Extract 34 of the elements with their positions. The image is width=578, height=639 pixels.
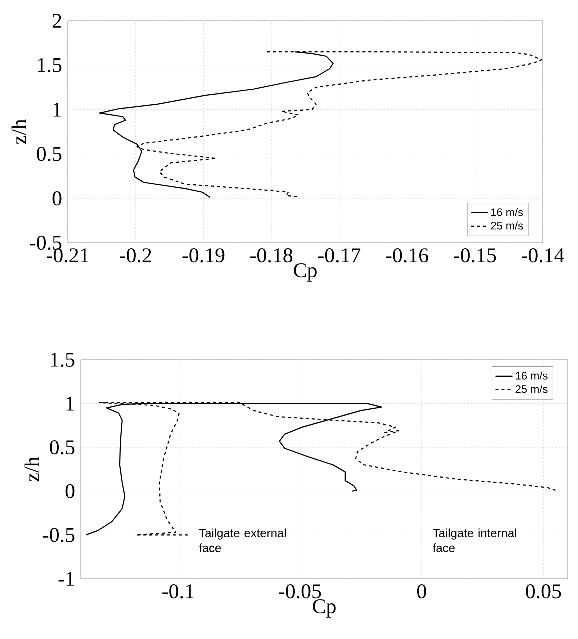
x-tick-label: -0.16 xyxy=(386,248,428,263)
x-tick-label: 0.05 xyxy=(526,584,562,599)
x-tick-label: -0.15 xyxy=(454,248,496,263)
y-tick-label: 2 xyxy=(52,14,62,28)
y-tick-label: 0 xyxy=(66,484,75,498)
y-tick-label: 0.5 xyxy=(37,147,62,162)
x-tick-label: -0.2 xyxy=(120,248,152,263)
y-axis-title: z/h xyxy=(12,119,27,144)
y-tick-label: 1.5 xyxy=(38,58,62,72)
annotation: Tailgate internal face xyxy=(433,528,516,552)
y-tick-label: -1 xyxy=(58,572,74,586)
x-tick-label: -0.14 xyxy=(522,248,564,263)
legend-label: 16 m/s xyxy=(491,208,524,216)
y-tick-label: -0.5 xyxy=(43,528,75,542)
x-axis-title: Cp xyxy=(313,600,336,618)
x-tick-label: -0.21 xyxy=(46,248,89,263)
y-tick-label: 1 xyxy=(54,102,62,117)
y-tick-label: 1.5 xyxy=(51,352,75,368)
legend-label: 25 m/s xyxy=(491,222,524,230)
annotation: Tailgate external face xyxy=(199,528,286,552)
y-tick-label: 0.5 xyxy=(50,440,75,455)
x-tick-label: -0.18 xyxy=(250,248,293,263)
legend-label: 25 m/s xyxy=(516,385,548,394)
x-axis-title: Cp xyxy=(294,264,317,282)
x-tick-label: -0.1 xyxy=(162,584,194,599)
x-tick-label: -0.17 xyxy=(318,248,361,263)
x-tick-label: -0.05 xyxy=(279,584,322,599)
y-axis-title: z/h xyxy=(24,456,40,482)
legend-label: 16 m/s xyxy=(516,372,548,380)
y-tick-label: 0 xyxy=(52,192,62,206)
y-tick-label: -0.5 xyxy=(30,236,62,250)
y-tick-label: 1 xyxy=(66,396,74,411)
x-tick-label: 0 xyxy=(417,584,426,599)
x-tick-label: -0.19 xyxy=(182,248,225,263)
